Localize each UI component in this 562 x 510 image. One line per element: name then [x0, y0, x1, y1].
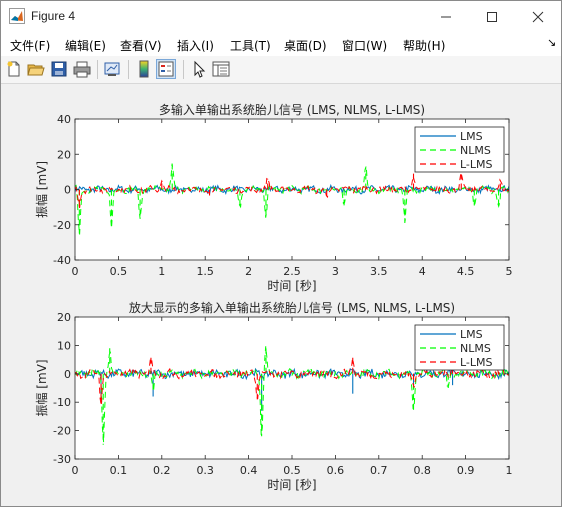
series-group: [75, 346, 509, 445]
menu-tools[interactable]: 工具(T): [230, 39, 271, 53]
x-tick-label: 3: [332, 265, 339, 278]
legend-icon[interactable]: [156, 59, 176, 79]
axes-title: 多输入单输出系统胎儿信号 (LMS, NLMS, L-LMS): [159, 102, 425, 117]
matlab-logo-icon: [9, 8, 25, 24]
menu-edit[interactable]: 编辑(E): [65, 39, 106, 53]
y-tick-label: 20: [57, 311, 71, 324]
legend-entry: NLMS: [460, 144, 491, 157]
x-tick-label: 0.4: [240, 464, 258, 477]
y-tick-label: 0: [64, 184, 71, 197]
figure-canvas: 0 0.5 1 1.5 2 2.5 3 3.5 4 4.5 5 40 20 0 -20 -40 多输入单输出系统…: [1, 84, 561, 506]
legend-entry: NLMS: [460, 342, 491, 355]
minimize-icon: [441, 16, 451, 17]
colorbar-icon[interactable]: [135, 60, 153, 78]
minimize-button[interactable]: [423, 1, 469, 32]
y-tick-label: 40: [57, 113, 71, 126]
x-tick-label: 3.5: [370, 265, 388, 278]
y-axis-label: 振幅 [mV]: [34, 161, 49, 218]
print-icon[interactable]: [73, 60, 91, 78]
link-plot-icon[interactable]: [103, 60, 121, 78]
y-tick-label: -10: [53, 396, 71, 409]
toolbar-separator: [183, 60, 184, 79]
menu-dock-area: ↘: [450, 32, 561, 56]
axes-title: 放大显示的多输入单输出系统胎儿信号 (LMS, NLMS, L-LMS): [129, 300, 455, 315]
legend-entry: L-LMS: [460, 356, 493, 369]
new-figure-icon[interactable]: [5, 60, 23, 78]
y-tick-label: 10: [57, 339, 71, 352]
y-tick-label: 20: [57, 148, 71, 161]
property-inspector-icon[interactable]: [212, 60, 230, 78]
legend-entry: LMS: [460, 328, 483, 341]
menu-desktop[interactable]: 桌面(D): [284, 39, 327, 53]
x-tick-label: 4.5: [457, 265, 475, 278]
pointer-icon[interactable]: [190, 60, 208, 78]
legend-box: [414, 126, 505, 173]
menu-insert[interactable]: 插入(I): [177, 39, 214, 53]
dock-arrow-icon[interactable]: ↘: [547, 36, 557, 49]
x-tick-label: 0.1: [110, 464, 128, 477]
series-line-lms: [75, 183, 509, 195]
x-tick-label: 0.3: [196, 464, 214, 477]
x-tick-label: 0.2: [153, 464, 171, 477]
x-axis-label: 时间 [秒]: [267, 279, 316, 293]
menu-bar: 文件(F) 编辑(E) 查看(V) 插入(I) 工具(T) 桌面(D) 窗口(W…: [1, 32, 561, 56]
axes-2: 0 0.1 0.2 0.3 0.4 0.5 0.6 0.7 0.8 0.9 1 20 10 0 -10 -20…: [34, 300, 513, 492]
axes-1: 0 0.5 1 1.5 2 2.5 3 3.5 4 4.5 5 40 20 0 -20 -40 多输入单输出系统…: [34, 102, 513, 293]
x-tick-label: 2: [245, 265, 252, 278]
legend-entry: L-LMS: [460, 158, 493, 171]
close-icon: [532, 11, 544, 22]
window-title: Figure 4: [31, 9, 76, 23]
series-line-l-lms: [75, 357, 509, 406]
x-tick-label: 2.5: [283, 265, 301, 278]
x-tick-label: 0.6: [327, 464, 345, 477]
x-tick-label: 0.9: [457, 464, 475, 477]
y-tick-label: -20: [53, 219, 71, 232]
menu-window[interactable]: 窗口(W): [342, 39, 388, 53]
x-tick-label: 0.8: [413, 464, 431, 477]
x-tick-label: 0: [72, 265, 79, 278]
save-icon[interactable]: [50, 60, 68, 78]
menu-view[interactable]: 查看(V): [120, 39, 162, 53]
y-tick-label: -30: [53, 453, 71, 466]
x-axis-label: 时间 [秒]: [267, 478, 316, 492]
y-tick-label: -40: [53, 254, 71, 267]
toolbar-separator: [128, 60, 129, 79]
series-group: [75, 163, 509, 235]
x-tick-label: 4: [419, 265, 426, 278]
series-line-nlms: [75, 163, 509, 235]
toolbar-separator: [97, 60, 98, 79]
close-button[interactable]: [515, 1, 561, 32]
open-file-icon[interactable]: [27, 60, 45, 78]
menu-help[interactable]: 帮助(H): [403, 39, 446, 53]
y-axis-label: 振幅 [mV]: [34, 359, 49, 416]
x-tick-label: 1: [506, 464, 513, 477]
x-tick-label: 0.5: [110, 265, 128, 278]
legend-entry: LMS: [460, 130, 483, 143]
menu-file[interactable]: 文件(F): [10, 39, 51, 53]
plots-svg: 0 0.5 1 1.5 2 2.5 3 3.5 4 4.5 5 40 20 0 -20 -40 多输入单输出系统…: [34, 102, 513, 492]
x-tick-label: 1.5: [196, 265, 214, 278]
y-tick-label: -20: [53, 425, 71, 438]
x-tick-label: 1: [158, 265, 165, 278]
maximize-button[interactable]: [469, 1, 515, 32]
maximize-icon: [487, 11, 497, 22]
series-line-nlms: [75, 346, 509, 443]
series-line-l-lms: [75, 172, 509, 208]
y-tick-label: 0: [64, 368, 71, 381]
title-bar[interactable]: Figure 4: [1, 1, 561, 32]
x-tick-label: 0: [72, 464, 79, 477]
x-tick-label: 5: [506, 265, 513, 278]
figure-toolbar: [1, 56, 561, 84]
legend-box: [414, 324, 505, 371]
x-tick-label: 0.5: [283, 464, 301, 477]
x-tick-label: 0.7: [370, 464, 388, 477]
